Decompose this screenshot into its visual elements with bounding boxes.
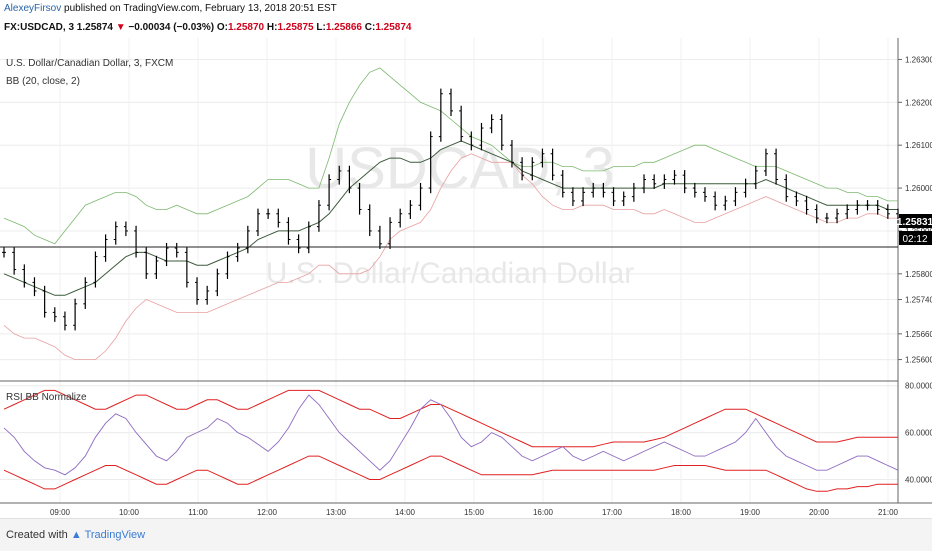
rsi-lower-path (3, 455, 898, 492)
time-axis-ticks: 09:00 10:00 11:00 12:00 13:00 14:00 15:00 16:00… (50, 508, 899, 517)
high-value: 1.25875 (277, 22, 314, 33)
rsi-path (3, 394, 899, 476)
chart-header: AlexeyFirsov published on TradingView.co… (0, 0, 932, 38)
price-tick-label: 1.25660 (905, 330, 932, 339)
time-tick-label: 16:00 (533, 508, 554, 517)
time-tick-label: 17:00 (602, 508, 623, 517)
bb-upper-path (3, 67, 898, 245)
time-tick-label: 15:00 (464, 508, 485, 517)
tradingview-logo-icon: ▲ (70, 529, 82, 541)
time-tick-label: 20:00 (809, 508, 830, 517)
rsi-line (3, 394, 899, 476)
last-price: 1.25874 (76, 22, 113, 33)
countdown-badge (899, 231, 932, 245)
tradingview-brand[interactable]: TradingView (84, 529, 146, 541)
price-tick-label: 1.25740 (905, 296, 932, 305)
lower-grid (0, 385, 898, 481)
upper-grid (0, 58, 898, 361)
time-tick-label: 21:00 (878, 508, 899, 517)
open-value: 1.25870 (227, 22, 265, 33)
publish-line: AlexeyFirsov published on TradingView.co… (4, 3, 337, 14)
rsi-lower-band (3, 455, 898, 492)
symbol-label[interactable]: FX:USDCAD, 3 (4, 22, 75, 33)
time-tick-label: 14:00 (395, 508, 416, 517)
bb-basis-line (3, 140, 898, 296)
current-price-badge (899, 214, 932, 228)
publish-info: published on TradingView.com, February 1… (64, 3, 337, 14)
rsi-upper-path (3, 389, 898, 448)
price-tick-label: 1.25800 (905, 270, 932, 279)
watermark-symbol: USDCAD, 3 (305, 136, 614, 201)
footer-bar: Created with ▲ TradingView (0, 518, 932, 551)
bb-upper-band (3, 67, 898, 245)
rsi-tick-label: 40.0000 (905, 476, 932, 485)
chart-area[interactable]: USDCAD, 3 U.S. Dollar/Canadian Dollar 1.… (0, 38, 932, 518)
price-tick-label: 1.26100 (905, 141, 932, 150)
price-tick-label: 1.25600 (905, 356, 932, 365)
change-down-icon: ▼ (115, 22, 126, 33)
time-tick-label: 12:00 (257, 508, 278, 517)
low-value: 1.25866 (325, 22, 362, 33)
time-tick-label: 13:00 (326, 508, 347, 517)
rsi-panel-title[interactable]: RSI BB Normalize (6, 392, 87, 403)
time-tick-label: 11:00 (188, 508, 208, 517)
time-tick-label: 10:00 (119, 508, 140, 517)
price-tick-label: 1.26300 (905, 55, 932, 64)
author-link[interactable]: AlexeyFirsov (4, 3, 62, 14)
open-label: O: (216, 22, 228, 33)
price-tick-label: 1.26200 (905, 98, 932, 107)
rsi-tick-label: 60.0000 (905, 429, 932, 438)
bb-basis-path (3, 140, 898, 296)
indicator-label[interactable]: BB (20, close, 2) (6, 76, 80, 87)
high-label: H: (266, 22, 278, 33)
ohlc-line: FX:USDCAD, 3 1.25874 ▼ −0.00034 (−0.03%)… (4, 22, 411, 33)
time-tick-label: 09:00 (50, 508, 71, 517)
close-value: 1.25874 (375, 22, 412, 33)
low-label: L: (316, 22, 326, 33)
rsi-axis-ticks: 80.0000 60.0000 40.0000 (905, 382, 932, 485)
time-tick-label: 18:00 (671, 508, 692, 517)
rsi-tick-label: 80.0000 (905, 382, 932, 391)
rsi-upper-band (3, 389, 898, 448)
price-tick-label: 1.26000 (905, 184, 932, 193)
price-bars (2, 88, 900, 331)
watermark-name: U.S. Dollar/Canadian Dollar (266, 257, 635, 290)
bb-lower-band (3, 153, 898, 361)
time-grid (59, 38, 889, 503)
bb-lower-path (3, 153, 898, 361)
countdown-text: 02:12 (902, 234, 927, 245)
created-with-label: Created with (6, 529, 68, 541)
price-change: −0.00034 (−0.03%) (128, 22, 215, 33)
time-tick-label: 19:00 (740, 508, 761, 517)
chart-title: U.S. Dollar/Canadian Dollar, 3, FXCM (6, 58, 173, 69)
close-label: C: (364, 22, 376, 33)
current-price-text: 1.25831 (897, 217, 932, 228)
